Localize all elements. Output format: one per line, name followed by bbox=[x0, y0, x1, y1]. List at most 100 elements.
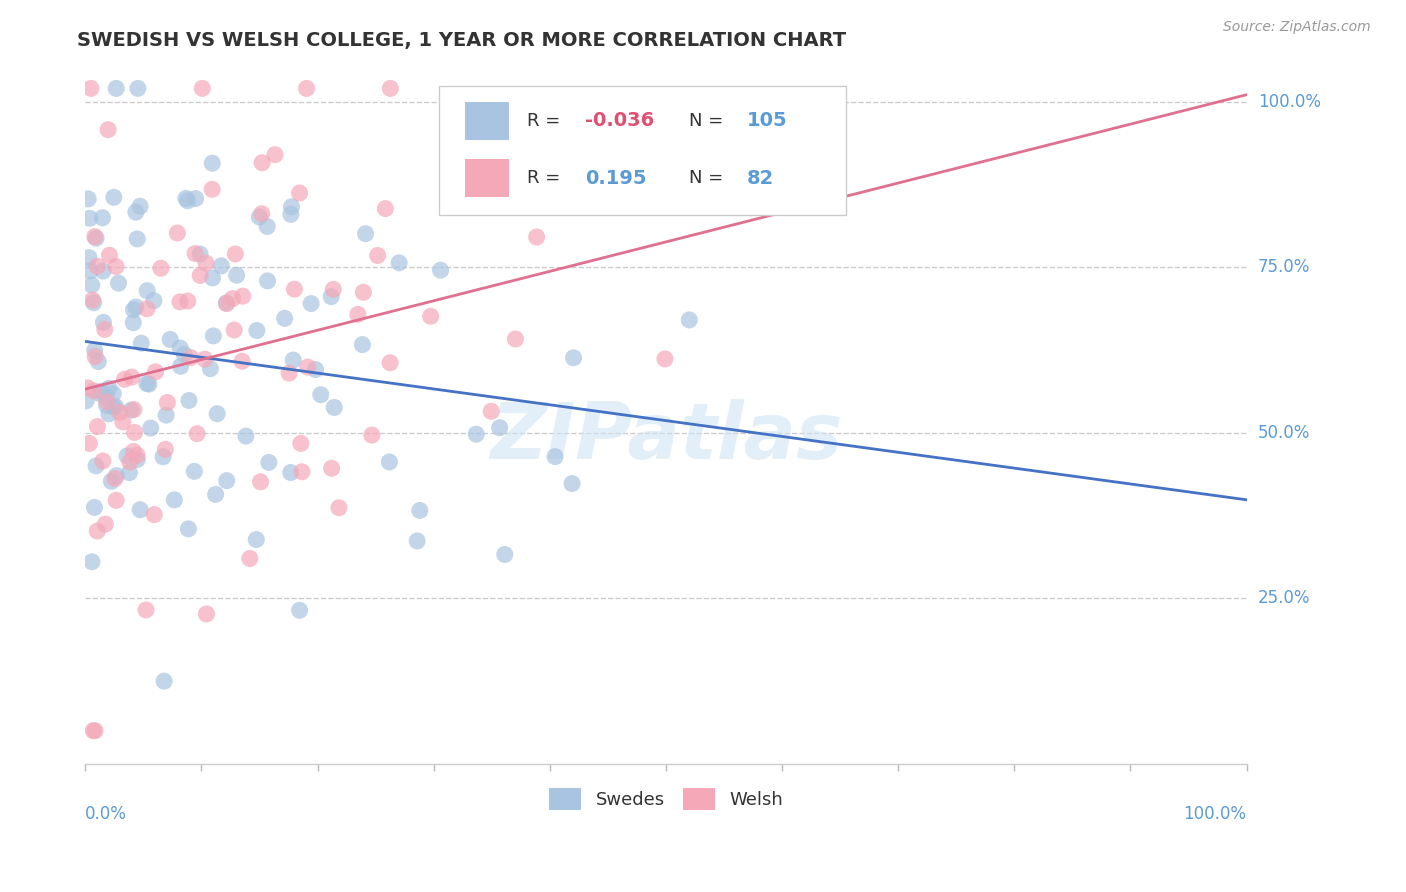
Point bbox=[103, 400, 125, 414]
Point bbox=[544, 450, 567, 464]
Point bbox=[191, 81, 214, 95]
Point bbox=[108, 405, 131, 419]
Point bbox=[406, 533, 429, 548]
Point bbox=[257, 455, 280, 469]
Point bbox=[188, 268, 211, 283]
Point bbox=[145, 365, 167, 379]
Point bbox=[250, 207, 273, 221]
Text: N =: N = bbox=[689, 169, 730, 187]
Point bbox=[201, 156, 224, 170]
Point bbox=[122, 402, 145, 417]
Point bbox=[129, 502, 152, 516]
Point bbox=[135, 603, 157, 617]
Point bbox=[139, 421, 162, 435]
Point bbox=[224, 247, 246, 261]
Point bbox=[360, 428, 382, 442]
Point bbox=[173, 347, 195, 361]
Point bbox=[654, 351, 676, 366]
Point bbox=[246, 324, 269, 338]
Point bbox=[205, 407, 228, 421]
Point bbox=[127, 81, 149, 95]
Point bbox=[322, 282, 344, 296]
Point bbox=[526, 230, 548, 244]
Point bbox=[104, 400, 127, 414]
Point bbox=[374, 202, 396, 216]
Point bbox=[79, 264, 101, 278]
Point bbox=[176, 194, 198, 208]
Point bbox=[256, 219, 278, 234]
Point bbox=[388, 256, 411, 270]
Point bbox=[84, 231, 107, 245]
Point bbox=[419, 310, 441, 324]
Point bbox=[678, 313, 700, 327]
Point bbox=[465, 427, 488, 442]
Point bbox=[79, 211, 101, 226]
Point bbox=[479, 404, 502, 418]
Text: SWEDISH VS WELSH COLLEGE, 1 YEAR OR MORE CORRELATION CHART: SWEDISH VS WELSH COLLEGE, 1 YEAR OR MORE… bbox=[77, 31, 846, 50]
Point bbox=[166, 226, 188, 240]
Text: R =: R = bbox=[527, 169, 571, 187]
Point bbox=[156, 395, 179, 409]
Point bbox=[83, 229, 105, 244]
Point bbox=[87, 354, 110, 368]
Point bbox=[86, 419, 108, 434]
Text: 50.0%: 50.0% bbox=[1258, 424, 1310, 442]
Point bbox=[280, 200, 302, 214]
Point bbox=[136, 301, 159, 316]
Point bbox=[121, 370, 143, 384]
Text: 0.0%: 0.0% bbox=[86, 805, 127, 823]
Point bbox=[155, 408, 177, 422]
Point bbox=[239, 551, 262, 566]
Point bbox=[273, 311, 295, 326]
Point bbox=[409, 503, 432, 517]
Point bbox=[256, 274, 278, 288]
Point bbox=[280, 207, 302, 221]
Point bbox=[142, 293, 165, 308]
Point bbox=[297, 360, 319, 375]
Point bbox=[215, 474, 238, 488]
Point bbox=[328, 500, 350, 515]
Text: 75.0%: 75.0% bbox=[1258, 258, 1310, 277]
Point bbox=[122, 444, 145, 458]
Text: 105: 105 bbox=[747, 112, 787, 130]
Point bbox=[79, 436, 101, 450]
Point bbox=[96, 390, 118, 404]
Point bbox=[83, 384, 105, 398]
Text: R =: R = bbox=[527, 112, 565, 129]
Point bbox=[169, 341, 191, 355]
Point bbox=[129, 199, 152, 213]
Point bbox=[115, 449, 138, 463]
Point bbox=[177, 293, 200, 308]
Point bbox=[232, 289, 254, 303]
Point bbox=[118, 466, 141, 480]
Point bbox=[505, 332, 527, 346]
Point bbox=[135, 376, 157, 391]
Point bbox=[122, 302, 145, 317]
Point bbox=[86, 260, 108, 274]
Point bbox=[75, 393, 97, 408]
Point bbox=[169, 294, 191, 309]
Point bbox=[352, 285, 374, 300]
Point bbox=[195, 607, 218, 621]
Point bbox=[114, 372, 136, 386]
Text: 100.0%: 100.0% bbox=[1258, 93, 1320, 111]
Point bbox=[221, 292, 243, 306]
FancyBboxPatch shape bbox=[465, 159, 509, 197]
Point bbox=[283, 282, 305, 296]
Point bbox=[77, 251, 100, 265]
Point bbox=[321, 290, 343, 304]
Text: Source: ZipAtlas.com: Source: ZipAtlas.com bbox=[1223, 20, 1371, 34]
Point bbox=[129, 336, 152, 351]
Point bbox=[96, 395, 118, 409]
Point bbox=[367, 248, 389, 262]
Point bbox=[235, 429, 257, 443]
Point bbox=[84, 723, 107, 738]
Point bbox=[201, 271, 224, 285]
Point bbox=[215, 296, 238, 310]
Point bbox=[378, 455, 401, 469]
Point bbox=[169, 359, 191, 374]
Point bbox=[125, 205, 148, 219]
Point bbox=[97, 407, 120, 421]
Text: N =: N = bbox=[689, 112, 730, 129]
Point bbox=[143, 508, 166, 522]
